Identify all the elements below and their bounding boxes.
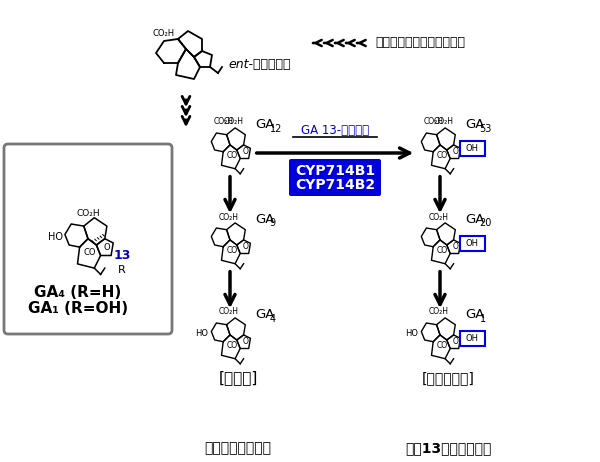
Text: CO₂H: CO₂H: [218, 213, 238, 221]
Text: OH: OH: [466, 144, 479, 153]
FancyBboxPatch shape: [289, 159, 381, 196]
Text: 53: 53: [479, 123, 492, 134]
Text: GA 13-酸化酵素: GA 13-酸化酵素: [301, 124, 369, 138]
Text: CO₂H: CO₂H: [433, 117, 454, 127]
Text: O: O: [452, 337, 458, 346]
Text: CO: CO: [226, 341, 237, 351]
Text: GA: GA: [256, 213, 275, 226]
Text: CO₂H: CO₂H: [223, 117, 244, 127]
Text: CO₂H: CO₂H: [213, 117, 233, 127]
Text: CO: CO: [436, 341, 447, 351]
Text: OH: OH: [466, 239, 479, 248]
Text: O: O: [242, 242, 248, 251]
Text: GA: GA: [466, 213, 485, 226]
Text: 4: 4: [269, 314, 275, 323]
Text: CO: CO: [226, 152, 237, 160]
Text: HO: HO: [405, 328, 418, 338]
Text: 12: 12: [269, 123, 282, 134]
Text: 9: 9: [269, 219, 275, 229]
FancyBboxPatch shape: [4, 144, 172, 334]
Text: 20: 20: [479, 219, 492, 229]
Text: CO₂H: CO₂H: [428, 213, 448, 221]
Text: GA: GA: [466, 118, 485, 131]
Text: CYP714B1: CYP714B1: [295, 164, 375, 178]
Text: GA: GA: [256, 308, 275, 321]
Text: CO: CO: [436, 152, 447, 160]
Text: O: O: [242, 337, 248, 346]
Text: O: O: [104, 243, 110, 252]
Text: ent-カウレン酸: ent-カウレン酸: [228, 59, 290, 72]
Text: HO: HO: [195, 328, 208, 338]
Text: CO₂H: CO₂H: [76, 209, 100, 218]
Text: GA₄ (R=H): GA₄ (R=H): [34, 285, 122, 300]
Text: CO: CO: [226, 246, 237, 255]
Text: [弱い活性型]: [弱い活性型]: [422, 371, 475, 385]
Text: CO₂H: CO₂H: [423, 117, 443, 127]
Text: CO₂H: CO₂H: [428, 308, 448, 316]
Text: OH: OH: [466, 334, 479, 343]
Text: O: O: [452, 147, 458, 156]
Text: CO: CO: [436, 246, 447, 255]
Text: O: O: [452, 242, 458, 251]
Text: GA: GA: [466, 308, 485, 321]
Text: O: O: [242, 147, 248, 156]
FancyBboxPatch shape: [460, 331, 485, 346]
Text: HO: HO: [48, 231, 63, 242]
Text: CO₂H: CO₂H: [218, 308, 238, 316]
Text: [活性型]: [活性型]: [218, 371, 257, 385]
Text: CYP714B2: CYP714B2: [295, 178, 375, 192]
Text: 早期13位水酸化経路: 早期13位水酸化経路: [405, 441, 491, 455]
Text: 早期非水酸化経路: 早期非水酸化経路: [205, 441, 271, 455]
Text: GA₁ (R=OH): GA₁ (R=OH): [28, 301, 128, 316]
Text: R: R: [118, 265, 125, 275]
Text: GA: GA: [256, 118, 275, 131]
Text: CO: CO: [84, 248, 97, 257]
Text: 1: 1: [479, 314, 485, 323]
Text: CO₂H: CO₂H: [153, 29, 175, 37]
FancyBboxPatch shape: [460, 141, 485, 156]
Text: ゲラニルゲラニルニリン酸: ゲラニルゲラニルニリン酸: [375, 36, 465, 49]
Text: 13: 13: [113, 249, 131, 262]
FancyBboxPatch shape: [460, 236, 485, 251]
